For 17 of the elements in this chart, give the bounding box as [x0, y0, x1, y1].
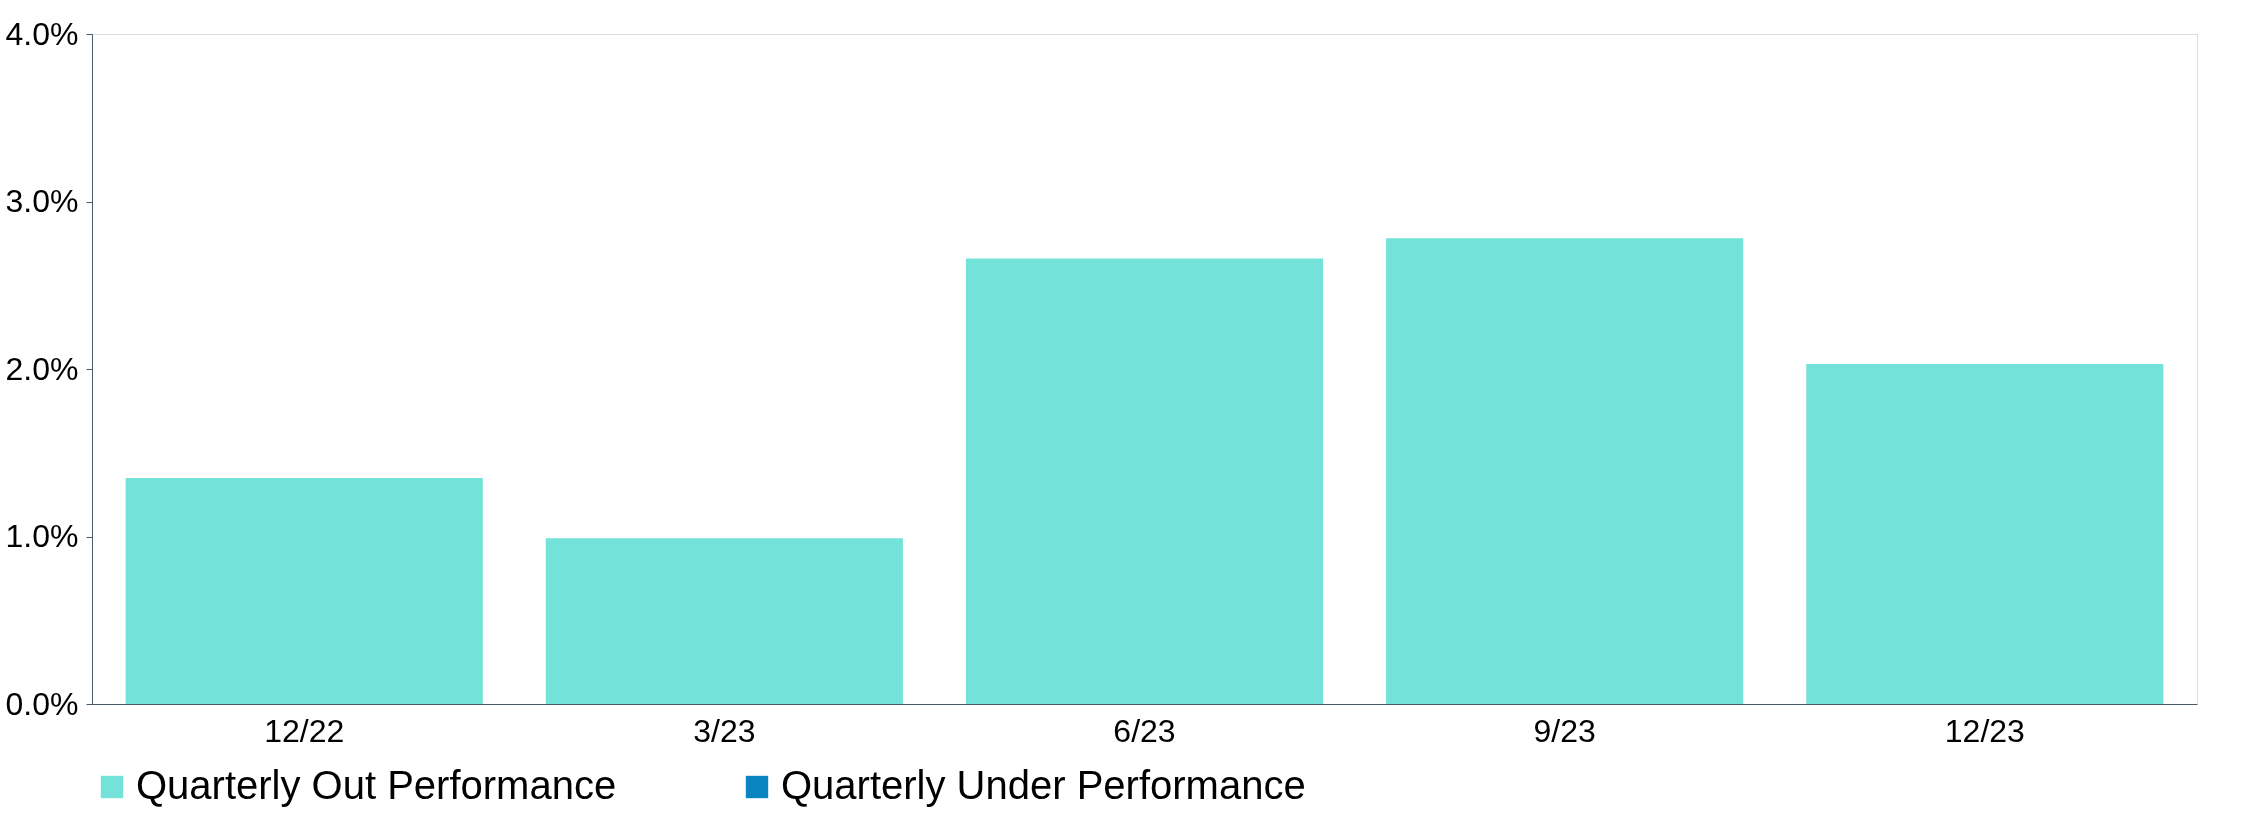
- legend-label: Quarterly Under Performance: [781, 763, 1306, 807]
- x-tick-label: 12/23: [1944, 712, 2025, 749]
- y-tick-label: 2.0%: [5, 350, 79, 387]
- bar: [545, 538, 903, 704]
- legend-label: Quarterly Out Performance: [136, 763, 617, 807]
- bar: [1386, 238, 1744, 704]
- bar: [965, 258, 1324, 704]
- x-tick-label: 9/23: [1533, 712, 1596, 749]
- bar: [1806, 363, 2164, 704]
- x-tick-label: 12/22: [264, 712, 345, 749]
- x-tick-label: 6/23: [1113, 712, 1176, 749]
- y-tick-label: 1.0%: [5, 518, 79, 554]
- y-tick-label: 0.0%: [5, 685, 79, 722]
- y-tick-label: 3.0%: [5, 183, 79, 219]
- x-tick-label: 3/23: [693, 712, 756, 749]
- bar: [125, 477, 483, 704]
- y-tick-label: 4.0%: [5, 15, 79, 52]
